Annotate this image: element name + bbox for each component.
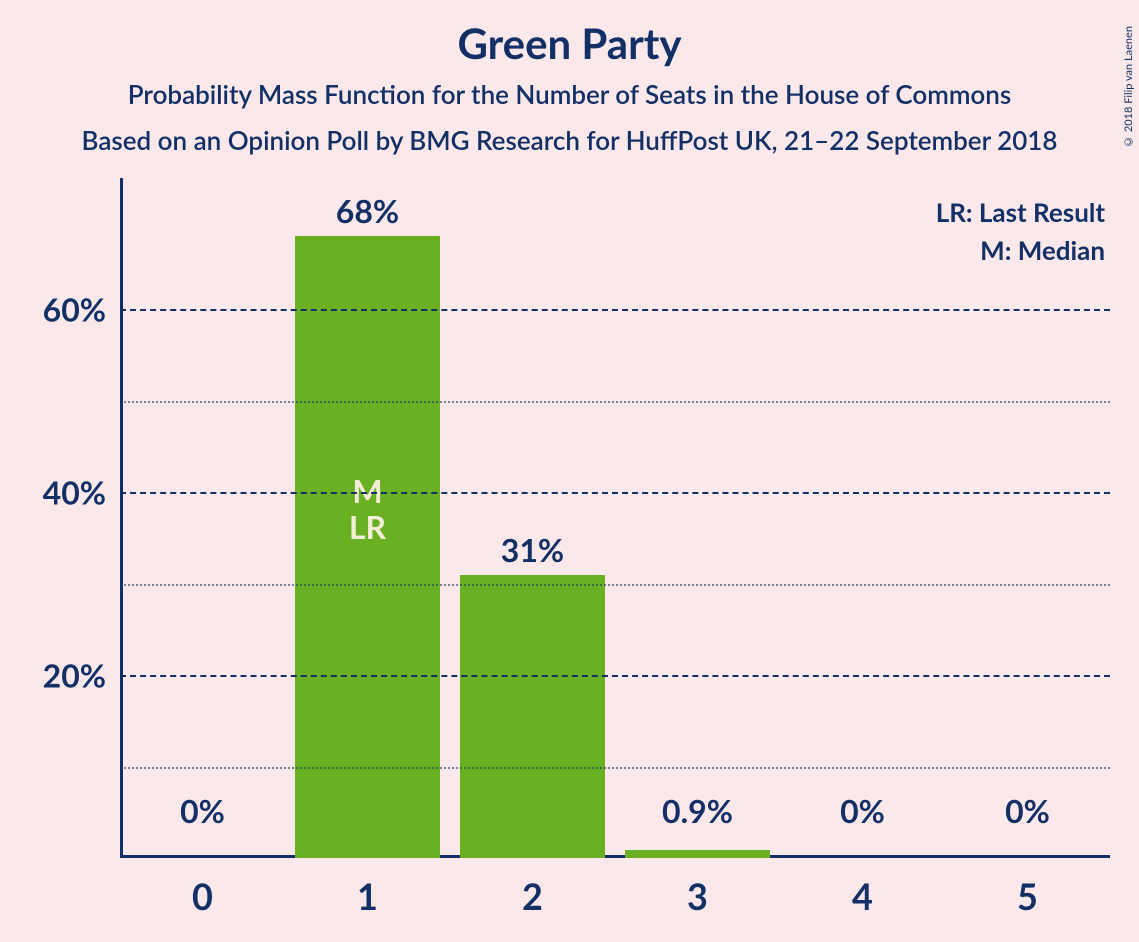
- bar-value-label: 68%: [336, 191, 399, 230]
- bar: 68%MLR: [295, 236, 440, 858]
- y-tick-label: 40%: [43, 473, 106, 512]
- bar-value-label: 0%: [840, 791, 885, 830]
- x-tick-label: 0: [192, 874, 213, 918]
- x-tick-label: 5: [1017, 874, 1038, 918]
- x-tick-label: 4: [852, 874, 873, 918]
- bar-slot: 31%2: [450, 218, 615, 858]
- bar-slot: 0%0: [120, 218, 285, 858]
- grid-minor: [120, 767, 1110, 769]
- plot-region: 0%068%MLR131%20.9%30%40%5 20%40%60%: [120, 218, 1110, 858]
- grid-major: [120, 309, 1110, 311]
- bar-slot: 0.9%3: [615, 218, 780, 858]
- grid-minor: [120, 584, 1110, 586]
- y-tick-label: 60%: [43, 290, 106, 329]
- grid-minor: [120, 401, 1110, 403]
- bar-slot: 0%4: [780, 218, 945, 858]
- bar-annotation: MLR: [349, 473, 386, 547]
- copyright-text: © 2018 Filip van Laenen: [1122, 26, 1135, 148]
- y-tick-label: 20%: [43, 656, 106, 695]
- bars-container: 0%068%MLR131%20.9%30%40%5: [120, 218, 1110, 858]
- chart-area: 0%068%MLR131%20.9%30%40%5 20%40%60%: [120, 218, 1110, 858]
- bar: 31%: [460, 575, 605, 858]
- x-tick-label: 1: [357, 874, 378, 918]
- x-tick-label: 2: [522, 874, 543, 918]
- bar-value-label: 31%: [501, 530, 564, 569]
- chart-subtitle-2: Based on an Opinion Poll by BMG Research…: [0, 124, 1139, 156]
- bar-value-label: 0%: [180, 791, 225, 830]
- x-tick-label: 3: [687, 874, 708, 918]
- chart-title: Green Party: [0, 18, 1139, 68]
- bar-value-label: 0%: [1005, 791, 1050, 830]
- grid-major: [120, 492, 1110, 494]
- grid-major: [120, 675, 1110, 677]
- chart-subtitle-1: Probability Mass Function for the Number…: [0, 78, 1139, 110]
- bar: [625, 850, 770, 858]
- bar-slot: 0%5: [945, 218, 1110, 858]
- bar-slot: 68%MLR1: [285, 218, 450, 858]
- bar-value-label: 0.9%: [662, 791, 733, 830]
